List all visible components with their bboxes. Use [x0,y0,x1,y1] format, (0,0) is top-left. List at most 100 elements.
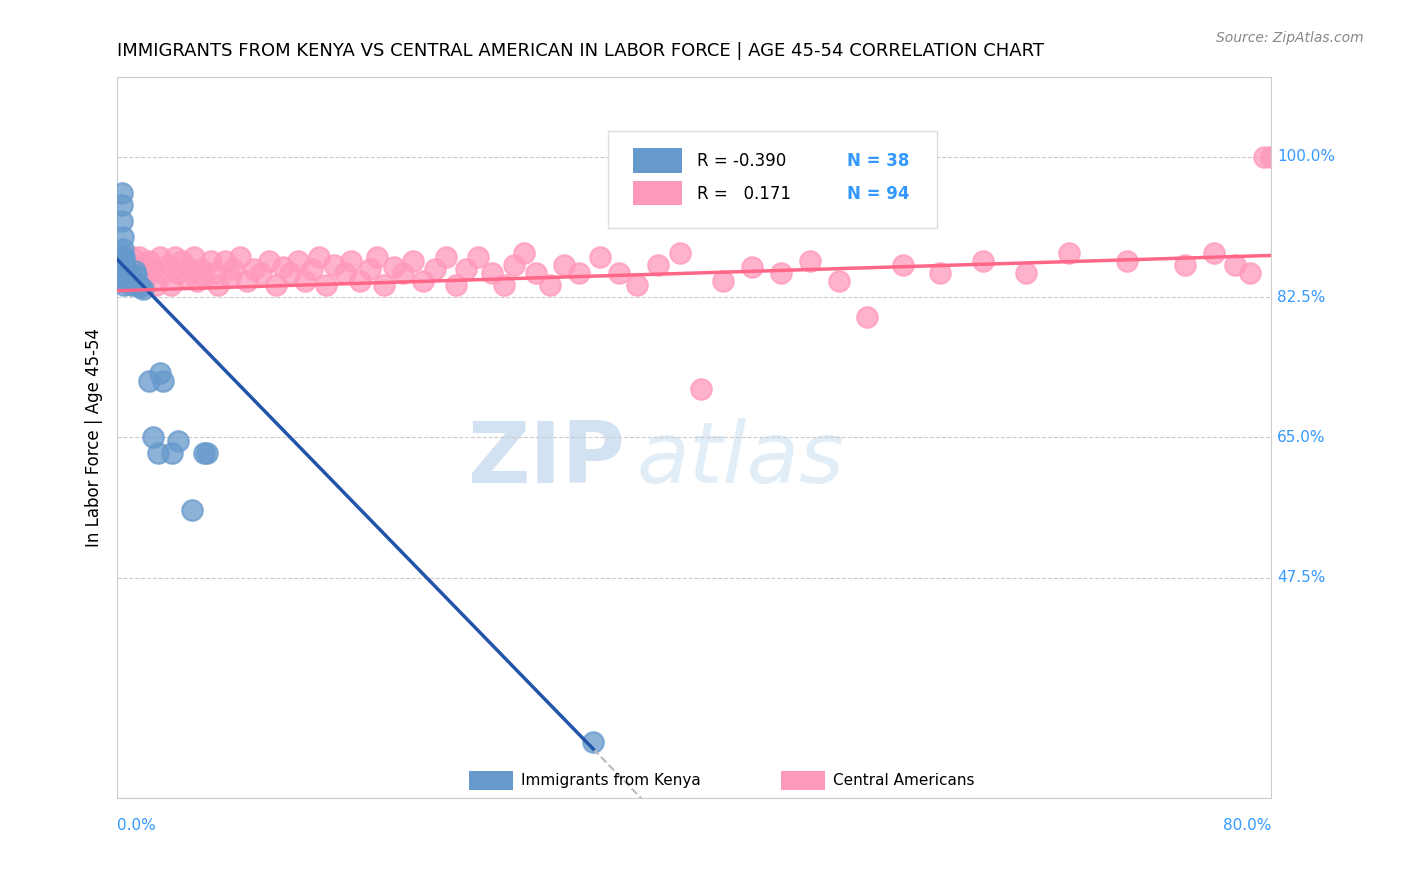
Point [138,374,160,388]
Point [118,274,141,288]
Point [711,274,734,288]
FancyBboxPatch shape [633,148,682,172]
Point [112,250,135,264]
Point [568,266,591,280]
Point [204,266,226,280]
Text: atlas: atlas [637,417,845,500]
Point [434,250,457,264]
Point [741,260,763,275]
Y-axis label: In Labor Force | Age 45-54: In Labor Force | Age 45-54 [86,328,103,547]
Point [110,262,132,277]
Point [412,274,434,288]
Point [159,278,181,293]
Point [359,262,381,277]
FancyBboxPatch shape [607,131,936,228]
Point [115,263,138,277]
Point [257,254,280,268]
Point [129,270,152,285]
Point [176,270,198,285]
Point [172,254,194,268]
Point [112,263,135,277]
Point [1239,266,1261,280]
Text: N = 38: N = 38 [846,152,908,170]
FancyBboxPatch shape [633,180,682,205]
Point [149,367,172,381]
Text: ZIP: ZIP [467,417,626,500]
Point [200,254,222,268]
Point [308,250,330,264]
Point [928,266,950,280]
Point [582,735,605,749]
Point [125,278,148,293]
Point [138,254,160,268]
Point [492,278,515,293]
Point [264,278,287,293]
Point [115,270,138,285]
Point [669,246,692,260]
Point [110,198,132,212]
Text: 0.0%: 0.0% [117,818,156,833]
Point [112,270,135,285]
Point [456,262,478,277]
Point [124,262,146,277]
Point [373,278,395,293]
Point [112,274,135,288]
Point [229,250,252,264]
Point [214,254,236,268]
Point [121,274,143,288]
Point [156,258,179,272]
Point [392,266,415,280]
Point [207,278,229,293]
Point [129,279,152,293]
Point [117,263,139,277]
Point [301,262,323,277]
Point [183,250,205,264]
Point [111,230,134,244]
Point [135,270,157,285]
Point [423,262,446,277]
Point [218,270,240,285]
Point [972,254,994,268]
Point [125,268,148,283]
Point [333,266,356,280]
Point [111,258,134,272]
Point [160,446,183,460]
Point [193,446,215,460]
Point [382,260,405,275]
Point [132,258,155,272]
Point [553,258,575,272]
Text: N = 94: N = 94 [846,185,910,202]
Point [152,266,174,280]
Text: Central Americans: Central Americans [832,772,974,788]
Point [315,278,337,293]
Point [166,266,188,280]
Point [145,278,167,293]
Point [690,382,713,396]
Point [110,186,132,200]
Text: IMMIGRANTS FROM KENYA VS CENTRAL AMERICAN IN LABOR FORCE | AGE 45-54 CORRELATION: IMMIGRANTS FROM KENYA VS CENTRAL AMERICA… [117,42,1045,60]
Point [128,250,150,264]
Point [538,278,561,293]
Point [769,266,792,280]
Point [243,262,266,277]
Point [524,266,547,280]
Point [152,374,174,388]
Text: Source: ZipAtlas.com: Source: ZipAtlas.com [1216,31,1364,45]
FancyBboxPatch shape [470,771,513,789]
Point [120,270,142,285]
Point [111,242,134,256]
Point [250,266,273,280]
Point [444,278,467,293]
Point [121,278,143,293]
Text: Immigrants from Kenya: Immigrants from Kenya [522,772,700,788]
Point [278,266,301,280]
Point [287,254,309,268]
Point [271,260,294,275]
Point [163,250,186,264]
Point [349,274,371,288]
Point [607,266,630,280]
Point [1260,150,1282,164]
Point [112,278,135,293]
Point [193,270,215,285]
Point [111,266,134,280]
